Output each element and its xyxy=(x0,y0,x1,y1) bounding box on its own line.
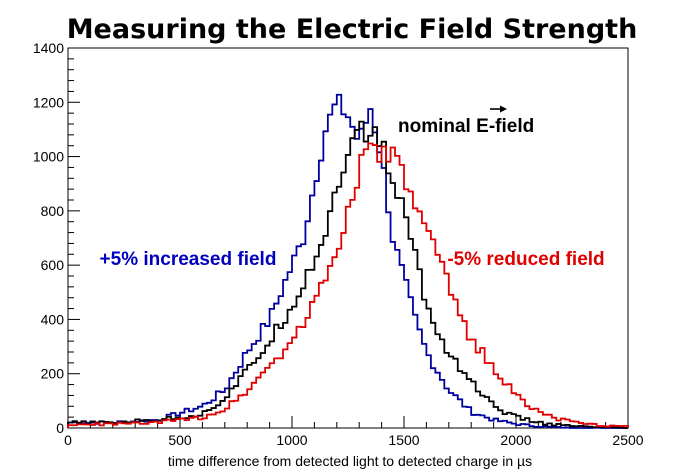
series-group xyxy=(67,93,629,429)
x-axis: 0 500 1000 1500 2000 2500 xyxy=(64,416,644,448)
y-tick-label: 400 xyxy=(41,311,65,327)
annotation-nominal-field: nominal E-field xyxy=(398,116,534,137)
y-tick-label: 0 xyxy=(56,420,64,436)
y-tick-label: 800 xyxy=(41,203,65,219)
y-axis: 0 200 400 600 800 1000 1200 1400 xyxy=(33,40,80,436)
series-histogram xyxy=(67,120,629,429)
x-tick-label: 1000 xyxy=(276,432,307,448)
x-axis-label: time difference from detected light to d… xyxy=(168,453,532,469)
y-tick-label: 1400 xyxy=(33,40,64,56)
x-tick-label: 1500 xyxy=(388,432,419,448)
chart-title: Measuring the Electric Field Strength xyxy=(67,14,638,45)
x-tick-label: 0 xyxy=(64,432,72,448)
annotation-reduced-field: -5% reduced field xyxy=(447,249,604,270)
annotation-nominal-suffix: -field xyxy=(489,116,534,137)
x-tick-label: 2000 xyxy=(500,432,531,448)
x-tick-label: 2500 xyxy=(612,432,643,448)
x-tick-label: 500 xyxy=(168,432,192,448)
y-tick-label: 600 xyxy=(41,257,65,273)
plot-frame xyxy=(67,47,629,429)
y-tick-label: 200 xyxy=(41,366,65,382)
annotation-group: +5% increased field nominal E-field -5% … xyxy=(100,105,605,270)
y-tick-label: 1000 xyxy=(33,149,64,165)
annotation-increased-field: +5% increased field xyxy=(100,249,277,270)
series-histogram xyxy=(67,142,629,428)
annotation-nominal-word: nominal xyxy=(398,116,476,137)
annotation-nominal-e: E xyxy=(476,116,489,137)
y-tick-label: 1200 xyxy=(33,94,64,110)
vector-arrow-icon xyxy=(490,105,507,113)
